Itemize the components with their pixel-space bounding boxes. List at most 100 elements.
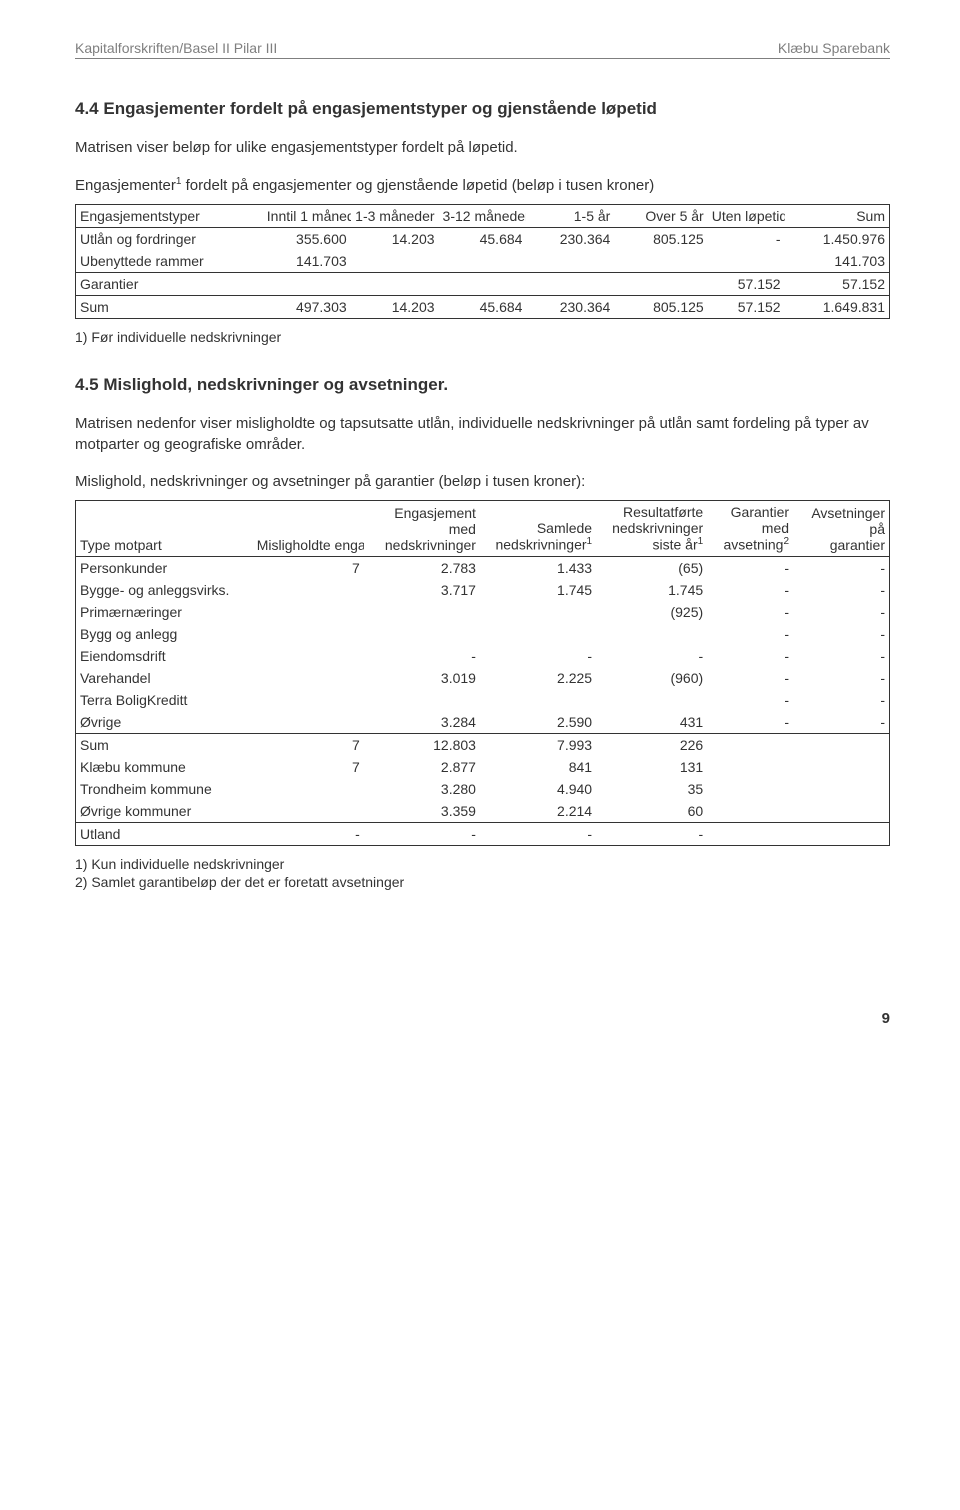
col-sum: Sum xyxy=(785,205,889,228)
cell: 841 xyxy=(480,756,596,778)
cell: 57.152 xyxy=(708,296,785,319)
cell: 141.703 xyxy=(785,250,889,273)
cell: 7.993 xyxy=(480,733,596,756)
row-label: Bygg og anlegg xyxy=(76,623,253,645)
cell: 2.783 xyxy=(364,556,480,579)
cell xyxy=(708,250,785,273)
cell xyxy=(707,822,793,845)
table-row: Utlån og fordringer355.60014.20345.68423… xyxy=(76,228,889,251)
cell: 14.203 xyxy=(351,228,439,251)
cell: - xyxy=(707,667,793,689)
header-right: Klæbu Sparebank xyxy=(778,40,890,56)
cell xyxy=(526,273,614,296)
cell: 45.684 xyxy=(439,296,527,319)
mislighold-table: Type motpart Misligholdte engasjementer … xyxy=(76,500,889,846)
cell: 3.284 xyxy=(364,711,480,734)
cell xyxy=(793,822,889,845)
cell: 7 xyxy=(253,556,364,579)
cell: 4.940 xyxy=(480,778,596,800)
row-label: Primærnæringer xyxy=(76,601,253,623)
cell: - xyxy=(793,711,889,734)
cell: 3.019 xyxy=(364,667,480,689)
table-row: Øvrige3.2842.590431-- xyxy=(76,711,889,734)
cell: - xyxy=(596,645,707,667)
table-row: Utland---- xyxy=(76,822,889,845)
cell: 1.450.976 xyxy=(785,228,889,251)
cell xyxy=(253,579,364,601)
cell: 805.125 xyxy=(614,296,707,319)
cell xyxy=(364,689,480,711)
cell xyxy=(793,733,889,756)
table-header-row: Type motpart Misligholdte engasjementer … xyxy=(76,501,889,557)
page-number: 9 xyxy=(75,1010,890,1027)
table-row: Varehandel3.0192.225(960)-- xyxy=(76,667,889,689)
cell: 3.280 xyxy=(364,778,480,800)
row-label: Sum xyxy=(76,733,253,756)
cell: - xyxy=(793,623,889,645)
row-label: Bygge- og anleggsvirks. xyxy=(76,579,253,601)
cell: 12.803 xyxy=(364,733,480,756)
cell: - xyxy=(707,623,793,645)
cell xyxy=(480,689,596,711)
section-4-5-heading: 4.5 Mislighold, nedskrivninger og avsetn… xyxy=(75,375,890,395)
cell: 57.152 xyxy=(708,273,785,296)
table-header-row: Engasjementstyper Inntil 1 måned 1-3 mån… xyxy=(76,205,889,228)
cell xyxy=(793,778,889,800)
table-row: Klæbu kommune72.877841131 xyxy=(76,756,889,778)
col-inntil-1-mnd: Inntil 1 måned xyxy=(263,205,351,228)
cell: - xyxy=(707,601,793,623)
cell xyxy=(707,800,793,823)
table-row: Ubenyttede rammer141.703141.703 xyxy=(76,250,889,273)
cell: 230.364 xyxy=(526,296,614,319)
cell: 497.303 xyxy=(263,296,351,319)
section-4-4-heading: 4.4 Engasjementer fordelt på engasjement… xyxy=(75,99,890,119)
cell: 14.203 xyxy=(351,296,439,319)
section-4-4-intro: Matrisen viser beløp for ulike engasjeme… xyxy=(75,137,890,158)
cell xyxy=(253,667,364,689)
cell: - xyxy=(253,822,364,845)
table-row: Bygge- og anleggsvirks.3.7171.7451.745-- xyxy=(76,579,889,601)
cell: 1.745 xyxy=(596,579,707,601)
cell xyxy=(364,601,480,623)
table-row: Sum497.30314.20345.684230.364805.12557.1… xyxy=(76,296,889,319)
row-label: Klæbu kommune xyxy=(76,756,253,778)
cell: - xyxy=(707,645,793,667)
table-row: Sum712.8037.993226 xyxy=(76,733,889,756)
cell xyxy=(707,733,793,756)
row-label: Sum xyxy=(76,296,263,319)
cell: 805.125 xyxy=(614,228,707,251)
row-label: Utlån og fordringer xyxy=(76,228,263,251)
cell xyxy=(480,601,596,623)
cell: 230.364 xyxy=(526,228,614,251)
cell: - xyxy=(708,228,785,251)
cell: - xyxy=(707,689,793,711)
cell: - xyxy=(707,579,793,601)
col-1-3-mnd: 1-3 måneder xyxy=(351,205,439,228)
row-label: Trondheim kommune xyxy=(76,778,253,800)
row-label: Personkunder xyxy=(76,556,253,579)
cell: 2.225 xyxy=(480,667,596,689)
cell xyxy=(439,250,527,273)
cell: - xyxy=(793,601,889,623)
cell: (65) xyxy=(596,556,707,579)
table-row: Primærnæringer(925)-- xyxy=(76,601,889,623)
col-garantier-avsetn: Garantier med avsetning2 xyxy=(707,501,793,557)
cell xyxy=(351,250,439,273)
cell xyxy=(480,623,596,645)
row-label: Utland xyxy=(76,822,253,845)
cell: 7 xyxy=(253,756,364,778)
cell xyxy=(526,250,614,273)
cell: - xyxy=(364,822,480,845)
cell xyxy=(253,800,364,823)
col-over-5-ar: Over 5 år xyxy=(614,205,707,228)
table-2-caption: Mislighold, nedskrivninger og avsetninge… xyxy=(75,473,890,490)
cell: 2.590 xyxy=(480,711,596,734)
table-row: Eiendomsdrift----- xyxy=(76,645,889,667)
cell: 35 xyxy=(596,778,707,800)
cell xyxy=(253,778,364,800)
col-3-12-mnd: 3-12 måneder xyxy=(439,205,527,228)
cell: (960) xyxy=(596,667,707,689)
col-engasjementstyper: Engasjementstyper xyxy=(76,205,263,228)
row-label: Ubenyttede rammer xyxy=(76,250,263,273)
cell xyxy=(614,273,707,296)
